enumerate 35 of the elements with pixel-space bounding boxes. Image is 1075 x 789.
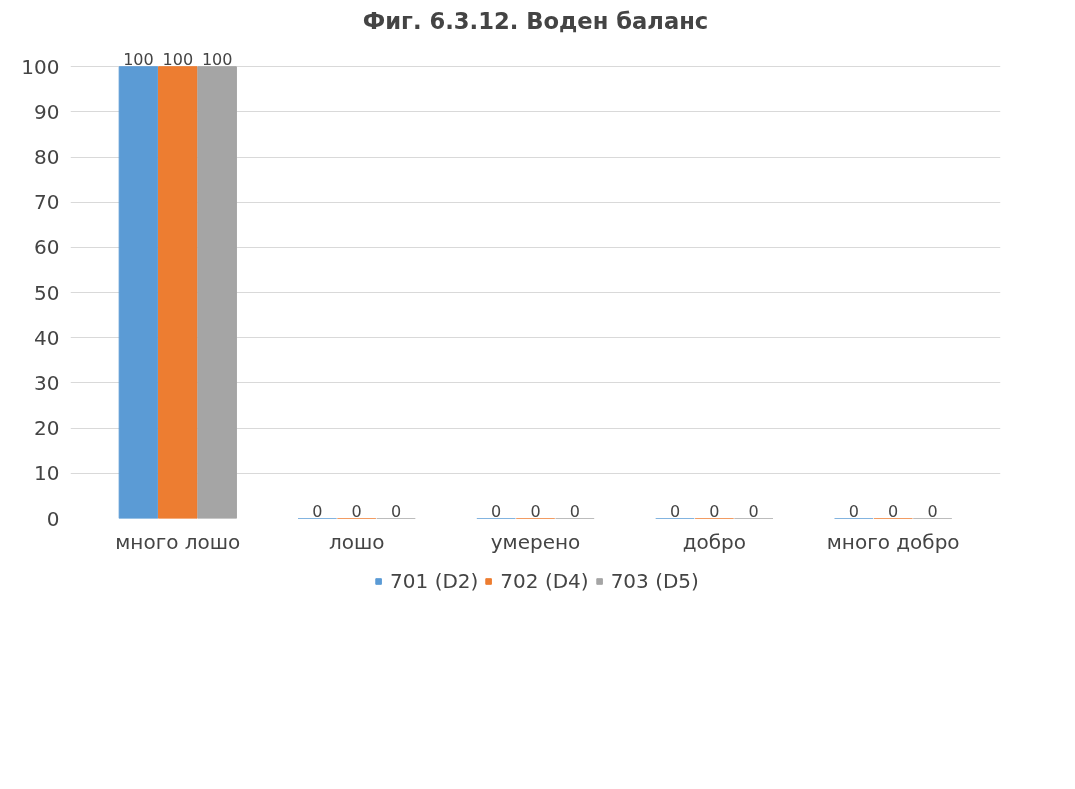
- x-tick-label: много добро: [826, 529, 960, 554]
- data-label: 100: [162, 49, 194, 69]
- legend-label: 703 (D5): [610, 569, 699, 593]
- data-label: 0: [669, 501, 681, 521]
- x-tick-label: лошо: [328, 529, 385, 554]
- data-label: 100: [201, 49, 233, 69]
- x-tick-label: добро: [682, 529, 747, 554]
- y-tick-label: 40: [34, 325, 60, 350]
- data-label: 0: [530, 501, 541, 521]
- chart-title: Фиг. 6.3.12. Воден баланс: [362, 7, 709, 34]
- y-tick-label: 90: [34, 99, 60, 124]
- data-label: 0: [927, 501, 938, 521]
- legend-label: 701 (D2): [390, 569, 479, 593]
- data-label: 0: [491, 501, 502, 521]
- data-label: 0: [312, 501, 323, 521]
- y-tick-label: 0: [46, 506, 60, 531]
- x-tick-label: умерено: [490, 529, 581, 554]
- data-label: 0: [390, 501, 402, 521]
- legend-label: 702 (D4): [500, 569, 589, 593]
- x-tick-label: много лошо: [115, 529, 241, 554]
- data-label: 0: [709, 501, 720, 521]
- y-tick-label: 80: [34, 145, 60, 170]
- y-tick-label: 50: [34, 280, 60, 305]
- y-tick-label: 30: [34, 370, 60, 395]
- data-label: 0: [351, 501, 362, 521]
- data-label: 0: [848, 501, 859, 521]
- y-tick-label: 60: [34, 235, 60, 260]
- y-tick-label: 70: [34, 190, 60, 215]
- data-label: 100: [123, 49, 154, 69]
- y-tick-label: 10: [34, 461, 60, 486]
- data-label: 0: [748, 501, 759, 521]
- data-label: 0: [888, 501, 899, 521]
- y-tick-label: 100: [21, 54, 60, 79]
- y-tick-label: 20: [34, 416, 60, 441]
- data-label: 0: [569, 501, 580, 521]
